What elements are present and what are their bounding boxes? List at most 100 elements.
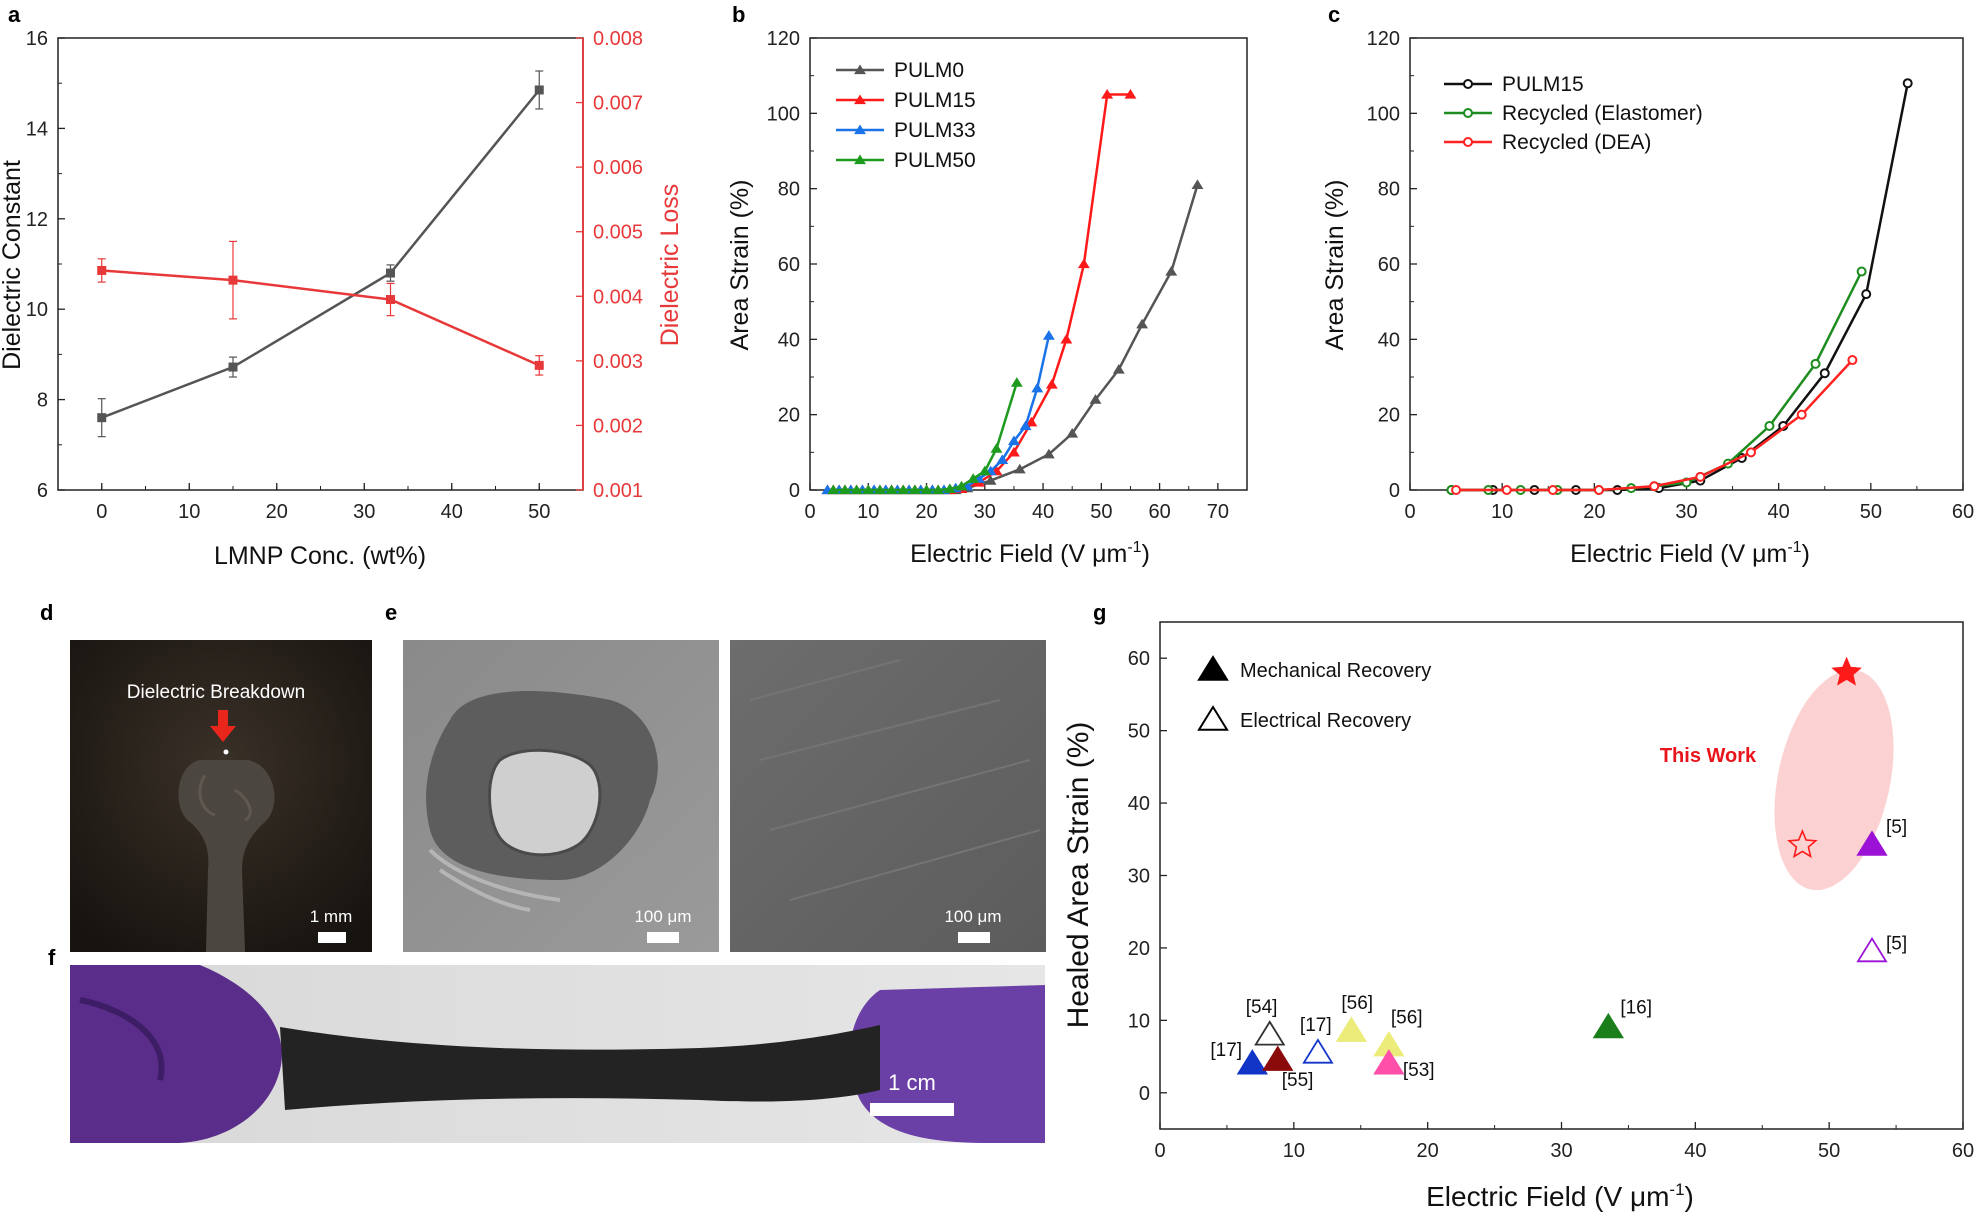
point-label: [55] — [1282, 1070, 1314, 1091]
panel-d-breakdown-photo: d Dielectric Breakdown 1 mm — [40, 600, 372, 952]
data-point — [1124, 89, 1137, 99]
legend: Mechanical Recovery Electrical Recovery — [1197, 655, 1431, 732]
x-tick-label: 40 — [1032, 501, 1054, 523]
y-axis-label: Area Strain (%) — [1321, 180, 1349, 351]
y-tick-label: 50 — [1128, 721, 1150, 743]
y-tick-label: 10 — [26, 299, 48, 321]
data-point — [1593, 485, 1604, 495]
scale-bar — [318, 932, 346, 943]
y-tick-label: 120 — [767, 28, 800, 50]
point-label: [5] — [1886, 817, 1907, 838]
point-label: [56] — [1391, 1008, 1423, 1029]
point-label: [5] — [1886, 934, 1907, 955]
x-tick-label: 60 — [1952, 1140, 1974, 1162]
data-point — [1254, 1020, 1286, 1046]
electrode-texture — [198, 774, 252, 822]
axes: 0 10 20 30 40 50 60 0 20 40 60 80 100 120 — [1367, 28, 1975, 523]
series-marks — [97, 70, 544, 438]
y-right-tick-label: 0.005 — [593, 222, 643, 244]
x-tick-label: 20 — [266, 501, 288, 523]
data-point — [97, 413, 107, 423]
series-line — [101, 269, 540, 367]
micrograph-healed — [730, 640, 1046, 952]
data-point — [1019, 420, 1032, 431]
data-point — [1592, 1012, 1624, 1039]
data-point — [1856, 830, 1888, 856]
this-work-annotation: This Work — [1660, 745, 1757, 767]
x-tick-label: 0 — [1154, 1140, 1165, 1162]
panel-label-b: b — [732, 2, 745, 27]
data-point — [1764, 420, 1775, 431]
y-tick-label: 20 — [1128, 938, 1150, 960]
legend-marker — [1197, 655, 1229, 681]
y-tick-label: 60 — [778, 254, 800, 276]
y-tick-label: 80 — [1378, 179, 1400, 201]
x-axis-label: LMNP Conc. (wt%) — [214, 542, 426, 570]
debris-streaks — [428, 848, 561, 912]
data-point — [1191, 179, 1204, 190]
series-line — [827, 335, 1051, 492]
x-axis-label-close: ) — [1142, 540, 1150, 568]
series-line — [1451, 270, 1863, 492]
panel-label-g: g — [1093, 600, 1106, 625]
data-point — [1861, 289, 1872, 300]
point-label: [17] — [1300, 1015, 1332, 1036]
data-point — [228, 362, 238, 372]
y-tick-label: 12 — [26, 209, 48, 231]
x-axis-label-main: Electric Field (V μm — [1570, 540, 1787, 568]
data-point — [908, 484, 921, 495]
data-point — [990, 443, 1003, 453]
data-point — [1831, 656, 1862, 686]
series-marks — [821, 89, 1204, 495]
scale-bar-label: 1 cm — [888, 1070, 936, 1095]
axes: 0 10 20 30 40 50 60 0 10 20 30 40 50 60 — [1128, 648, 1974, 1162]
y-axis-label: Healed Area Strain (%) — [1062, 722, 1095, 1029]
data-point — [873, 484, 886, 495]
y-tick-label: 6 — [37, 480, 48, 502]
series-line — [833, 382, 1018, 492]
arrow-down-icon — [210, 726, 236, 742]
scale-bar-label: 100 μm — [634, 907, 691, 926]
y-tick-label: 40 — [778, 329, 800, 351]
x-tick-label: 40 — [1768, 501, 1790, 523]
x-axis-label: Electric Field (V μm-1) — [1570, 539, 1810, 568]
y-right-tick-label: 0.006 — [593, 157, 643, 179]
x-tick-label: 30 — [1675, 501, 1697, 523]
breakdown-crater — [488, 748, 602, 857]
y-tick-label: 8 — [37, 390, 48, 412]
panel-c-recycled-strain-chart: c 0 10 20 30 40 50 60 0 20 40 60 80 100 120 PULM15 Rec… — [1321, 2, 1974, 568]
breakdown-annotation: Dielectric Breakdown — [127, 682, 305, 703]
x-tick-label: 0 — [96, 501, 107, 523]
legend-label: PULM0 — [894, 59, 964, 82]
point-label: [54] — [1246, 997, 1278, 1018]
axes: 0 10 20 30 40 50 6 8 10 12 14 16 0.001 0.002 0.003 0.00… — [26, 28, 643, 523]
x-tick-label: 20 — [1417, 1140, 1439, 1162]
data-point — [1856, 266, 1867, 277]
plot-frame — [57, 37, 584, 491]
x-tick-label: 10 — [1283, 1140, 1305, 1162]
data-point — [1856, 936, 1888, 963]
x-axis-label-close: ) — [1685, 1181, 1694, 1212]
y-tick-label: 20 — [778, 405, 800, 427]
x-axis-label-main: Electric Field (V μm — [910, 540, 1127, 568]
data-point — [1031, 382, 1044, 393]
y-tick-label: 100 — [1367, 103, 1400, 125]
y-right-tick-label: 0.003 — [593, 351, 643, 373]
glove-fold — [79, 997, 165, 1081]
axes: 0 10 20 30 40 50 60 70 0 20 40 60 80 100 120 — [767, 28, 1248, 523]
series-marks — [1446, 78, 1913, 495]
legend-marker — [1197, 705, 1229, 731]
x-tick-label: 50 — [1860, 501, 1882, 523]
panel-f-stretch-photo: f 1 cm — [48, 945, 1045, 1143]
legend-label: Recycled (Elastomer) — [1502, 102, 1703, 125]
legend-marker — [1463, 137, 1473, 147]
x-tick-label: 50 — [528, 501, 550, 523]
x-tick-label: 0 — [1404, 501, 1415, 523]
x-tick-label: 40 — [441, 501, 463, 523]
data-point — [1847, 355, 1858, 366]
data-point — [1796, 409, 1807, 420]
y-tick-label: 10 — [1128, 1010, 1150, 1032]
y-tick-label: 60 — [1378, 254, 1400, 276]
series-line — [101, 89, 541, 419]
